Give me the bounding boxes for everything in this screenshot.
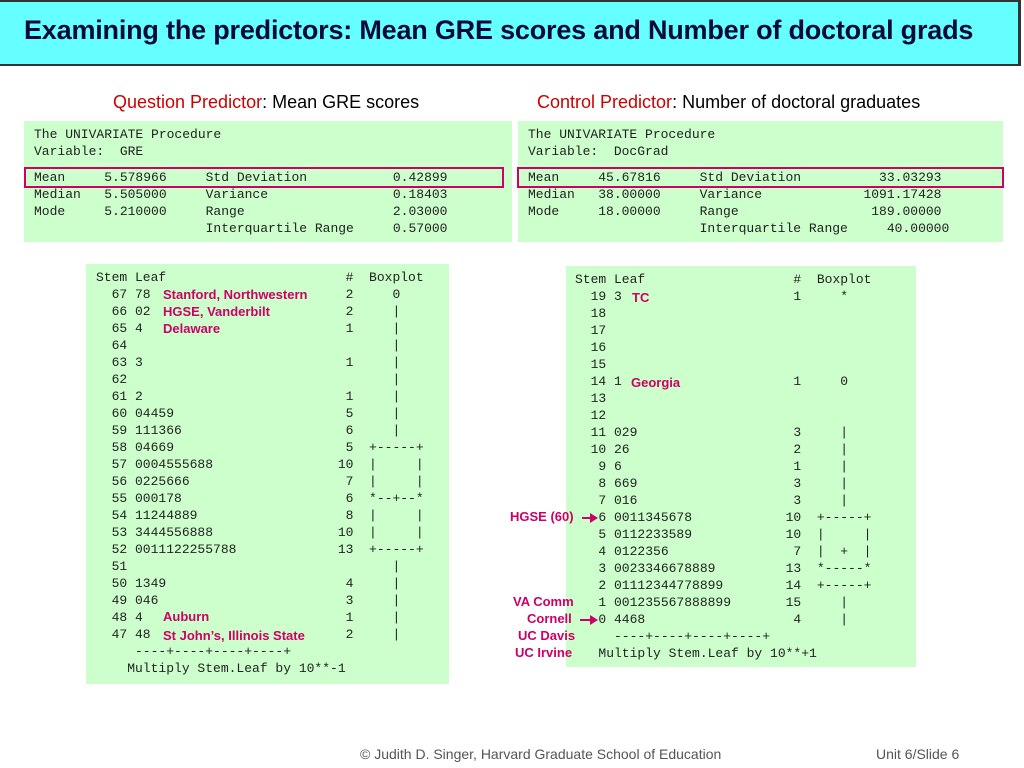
doc-mean-row: Mean 45.67816 Std Deviation 33.03293 (528, 170, 942, 185)
gre-mode-row: Mode 5.210000 Range 2.03000 (34, 204, 448, 219)
stem-leaf-line: 16 (575, 340, 607, 355)
stem-leaf-line: Multiply Stem.Leaf by 10**+1 (575, 646, 817, 661)
docgrad-univariate-panel: The UNIVARIATE Procedure Variable: DocGr… (518, 121, 1003, 242)
stem-leaf-line: 56 0225666 7 | | (96, 474, 424, 489)
annotation-tc: TC (632, 290, 650, 305)
doc-variable: Variable: DocGrad (528, 144, 669, 159)
stem-leaf-line: 57 0004555688 10 | | (96, 457, 424, 472)
stem-leaf-line: 58 04669 5 +-----+ (96, 440, 424, 455)
stem-leaf-line: 49 046 3 | (96, 593, 401, 608)
doc-median-row: Median 38.00000 Variance 1091.17428 (528, 187, 942, 202)
stem-leaf-line: 50 1349 4 | (96, 576, 401, 591)
annotation-hgse-vanderbilt: HGSE, Vanderbilt (163, 304, 270, 319)
title-bar: Examining the predictors: Mean GRE score… (0, 0, 1021, 66)
stem-leaf-line: 11 029 3 | (575, 425, 849, 440)
stem-leaf-line: 4 0122356 7 | + | (575, 544, 872, 559)
question-predictor-header: Question Predictor: Mean GRE scores (113, 92, 419, 113)
gre-mean-row: Mean 5.578966 Std Deviation 0.42899 (34, 170, 448, 185)
stem-leaf-line: 19 3 1 * (575, 289, 849, 304)
doc-iqr-row: Interquartile Range 40.00000 (528, 221, 950, 236)
gre-univariate-panel: The UNIVARIATE Procedure Variable: GRE M… (24, 121, 512, 242)
stem-leaf-line: 53 3444556888 10 | | (96, 525, 424, 540)
stem-leaf-line: 12 (575, 408, 607, 423)
label-va-comm: VA Comm (513, 594, 574, 609)
stem-leaf-line: 54 11244889 8 | | (96, 508, 424, 523)
gre-proc-title: The UNIVARIATE Procedure (34, 127, 222, 142)
stem-leaf-line: 6 0011345678 10 +-----+ (575, 510, 872, 525)
gre-median-row: Median 5.505000 Variance 0.18403 (34, 187, 448, 202)
label-uc-davis: UC Davis (518, 628, 576, 643)
question-predictor-text: : Mean GRE scores (262, 92, 420, 112)
stem-leaf-line: 59 111366 6 | (96, 423, 401, 438)
stem-leaf-line: 10 26 2 | (575, 442, 849, 457)
gre-variable: Variable: GRE (34, 144, 144, 159)
control-predictor-header: Control Predictor: Number of doctoral gr… (537, 92, 920, 113)
stem-leaf-line: 18 (575, 306, 607, 321)
stem-leaf-line: 52 0011122255788 13 +-----+ (96, 542, 424, 557)
stem-leaf-line: Stem Leaf # Boxplot (96, 270, 424, 285)
stem-leaf-line: 7 016 3 | (575, 493, 849, 508)
stem-leaf-line: 66 02 2 | (96, 304, 401, 319)
stem-leaf-line: 15 (575, 357, 607, 372)
footer-slide-number: Unit 6/Slide 6 (876, 746, 960, 762)
stem-leaf-line: 64 | (96, 338, 401, 353)
stem-leaf-line: 55 000178 6 *--+--* (96, 491, 424, 506)
stem-leaf-line: 63 3 1 | (96, 355, 401, 370)
stem-leaf-line: Stem Leaf # Boxplot (575, 272, 872, 287)
label-hgse-60: HGSE (60) (510, 509, 574, 524)
doc-mode-row: Mode 18.00000 Range 189.00000 (528, 204, 942, 219)
annotation-stanford: Stanford, Northwestern (163, 287, 308, 302)
stem-leaf-line: 62 | (96, 372, 401, 387)
arrow-cornell (580, 615, 598, 625)
annotation-georgia: Georgia (631, 375, 681, 390)
label-uc-irvine: UC Irvine (515, 645, 573, 660)
stem-leaf-line: 0 4468 4 | (575, 612, 849, 627)
footer-credit: © Judith D. Singer, Harvard Graduate Sch… (360, 746, 722, 762)
question-predictor-label: Question Predictor (113, 92, 263, 112)
annotation-st-johns: St John’s, Illinois State (163, 628, 305, 643)
stem-leaf-line: 67 78 2 0 (96, 287, 401, 302)
stem-leaf-line: ----+----+----+----+ (575, 629, 771, 644)
stem-leaf-line: 9 6 1 | (575, 459, 849, 474)
stem-leaf-line: 48 4 1 | (96, 610, 401, 625)
annotation-delaware: Delaware (163, 321, 221, 336)
control-predictor-text: : Number of doctoral graduates (672, 92, 921, 112)
label-cornell: Cornell (527, 611, 572, 626)
stem-leaf-line: 51 | (96, 559, 401, 574)
stem-leaf-line: 60 04459 5 | (96, 406, 401, 421)
stem-leaf-line: 2 01112344778899 14 +-----+ (575, 578, 872, 593)
arrow-hgse (582, 513, 598, 523)
stem-leaf-line: 47 48 2 | (96, 627, 401, 642)
gre-mean-highlight (24, 167, 504, 188)
stem-leaf-line: 14 1 1 0 (575, 374, 849, 389)
control-predictor-label: Control Predictor (537, 92, 673, 112)
doc-stem-leaf-panel: Stem Leaf # Boxplot 19 3 1 * 18 17 16 15… (566, 266, 916, 667)
stem-leaf-line: 13 (575, 391, 607, 406)
stem-leaf-line: ----+----+----+----+ (96, 644, 292, 659)
doc-mean-highlight (517, 167, 1004, 188)
gre-iqr-row: Interquartile Range 0.57000 (34, 221, 448, 236)
stem-leaf-line: Multiply Stem.Leaf by 10**-1 (96, 661, 346, 676)
stem-leaf-line: 1 001235567888899 15 | (575, 595, 849, 610)
gre-stem-leaf-panel: Stem Leaf # Boxplot 67 78 2 0 66 02 2 | … (86, 264, 449, 684)
annotation-auburn: Auburn (163, 609, 210, 624)
stem-leaf-line: 61 2 1 | (96, 389, 401, 404)
slide-title: Examining the predictors: Mean GRE score… (24, 15, 974, 45)
stem-leaf-line: 17 (575, 323, 607, 338)
stem-leaf-line: 3 0023346678889 13 *-----* (575, 561, 872, 576)
doc-proc-title: The UNIVARIATE Procedure (528, 127, 716, 142)
stem-leaf-line: 65 4 1 | (96, 321, 401, 336)
stem-leaf-line: 5 0112233589 10 | | (575, 527, 872, 542)
stem-leaf-line: 8 669 3 | (575, 476, 849, 491)
